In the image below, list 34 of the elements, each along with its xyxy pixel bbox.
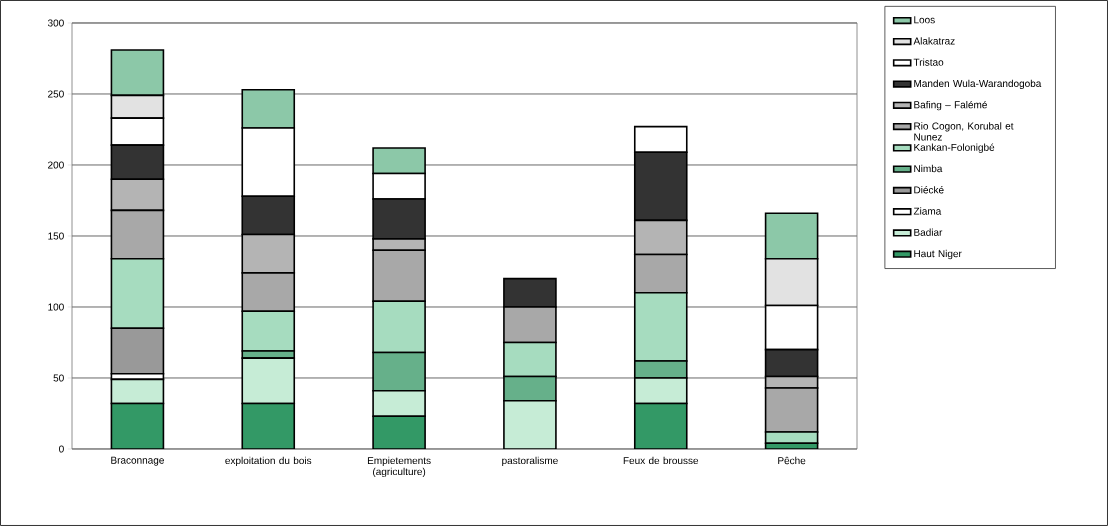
x-tick-label: Pêche bbox=[778, 456, 806, 465]
legend-label: Rio Cogon, Korubal et Nunez bbox=[914, 122, 1014, 141]
y-tick-label: 150 bbox=[48, 232, 64, 240]
legend-label: Loos bbox=[914, 16, 935, 24]
x-tick-label: exploitation du bois bbox=[225, 456, 312, 467]
bar bbox=[241, 402, 296, 449]
bar bbox=[633, 402, 688, 449]
legend-label: Ziama bbox=[913, 207, 942, 215]
legend-label: Haut Niger bbox=[914, 249, 962, 260]
y-tick-label: 50 bbox=[53, 374, 64, 382]
x-tick-label: Feux de brousse bbox=[623, 456, 699, 465]
legend-label: Kankan-Folonigbé bbox=[914, 143, 995, 153]
x-tick-label: Empietements (agriculture) bbox=[367, 456, 431, 478]
legend-label: Manden Wula-Warandogoba bbox=[914, 79, 1042, 89]
legend-label: Badiar bbox=[914, 228, 943, 236]
x-tick-label: Braconnage bbox=[111, 456, 164, 466]
bar bbox=[503, 399, 557, 449]
bar bbox=[372, 389, 426, 418]
legend-label: Alakatraz bbox=[913, 37, 955, 45]
x-tick-label: pastoralisme bbox=[502, 456, 558, 467]
bar bbox=[110, 378, 165, 405]
bar bbox=[633, 377, 688, 405]
legend-label: Diécké bbox=[914, 186, 944, 194]
legend-label: Bafing – Falémé bbox=[914, 100, 987, 111]
legend-label: Nimba bbox=[914, 164, 943, 173]
y-tick-label: 0 bbox=[59, 445, 64, 453]
bar bbox=[372, 415, 426, 449]
y-tick-label: 250 bbox=[48, 90, 64, 98]
y-tick-label: 100 bbox=[48, 303, 64, 311]
y-tick-label: 300 bbox=[47, 19, 64, 27]
legend-label: Tristao bbox=[913, 58, 944, 66]
bar bbox=[110, 402, 165, 449]
y-tick-label: 200 bbox=[48, 161, 64, 169]
bar bbox=[241, 357, 296, 405]
